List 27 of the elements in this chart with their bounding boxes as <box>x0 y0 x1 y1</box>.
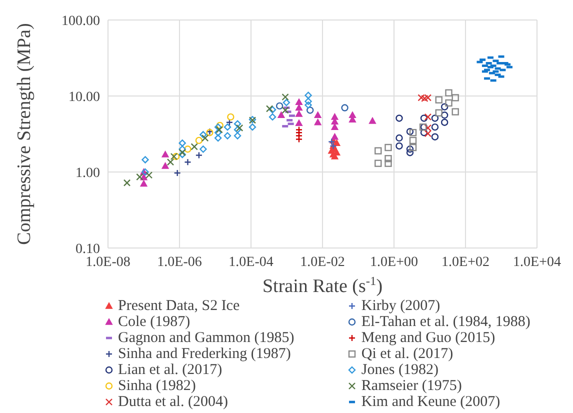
legend-label: Ramseier (1975) <box>361 378 462 394</box>
x-tick-label: 1.0E+04 <box>513 254 561 270</box>
legend-label: Sinha and Frederking (1987) <box>118 346 291 362</box>
x-axis-title: Strain Rate (s$^{-1}$) <box>262 274 383 297</box>
x-tick-label: 1.0E-06 <box>157 254 202 270</box>
y-tick-label: 100.00 <box>62 14 100 29</box>
legend-label: Kim and Keune (2007) <box>361 394 500 410</box>
legend-label: Dutta et al. (2004) <box>118 394 228 410</box>
legend-label: Sinha (1982) <box>118 378 196 394</box>
legend-label: Cole (1987) <box>118 314 190 330</box>
y-tick-label: 1.00 <box>76 166 100 181</box>
legend-label: El-Tahan et al. (1984, 1988) <box>361 314 530 330</box>
y-tick-label: 0.10 <box>76 242 100 257</box>
x-tick-label: 1.0E-04 <box>228 254 274 270</box>
legend-label: Jones (1982) <box>361 362 438 378</box>
legend-label: Meng and Guo (2015) <box>361 330 496 346</box>
x-tick-label: 1.0E+02 <box>442 254 490 270</box>
legend-label: Lian et al. (2017) <box>118 362 222 378</box>
y-tick-label: 10.00 <box>68 90 100 105</box>
legend-label: Kirby (2007) <box>361 298 440 314</box>
legend-label: Gagnon and Gammon (1985) <box>118 330 294 346</box>
x-tick-label: 1.0E-08 <box>86 254 130 270</box>
legend-label: Qi et al. (2017) <box>361 346 454 362</box>
legend-label: Present Data, S2 Ice <box>118 298 240 314</box>
x-tick-label: 1.0E-02 <box>300 254 345 270</box>
y-axis-title: Compressive Strength (MPa) <box>14 23 35 245</box>
x-tick-label: 1.0E+00 <box>370 254 418 270</box>
